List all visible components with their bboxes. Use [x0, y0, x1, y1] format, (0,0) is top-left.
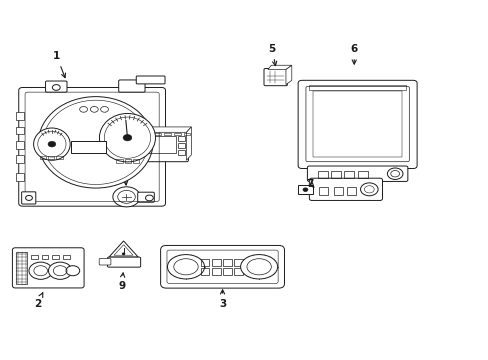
- Bar: [135, 133, 142, 135]
- Bar: [177, 150, 184, 155]
- Bar: [116, 159, 122, 163]
- Bar: [346, 187, 355, 195]
- Ellipse shape: [240, 255, 277, 279]
- FancyBboxPatch shape: [107, 257, 141, 267]
- Circle shape: [48, 262, 72, 279]
- Bar: [223, 268, 231, 275]
- Bar: [177, 143, 184, 148]
- FancyBboxPatch shape: [264, 68, 287, 86]
- Bar: [71, 140, 105, 153]
- FancyBboxPatch shape: [119, 80, 145, 92]
- FancyBboxPatch shape: [138, 192, 154, 202]
- Bar: [144, 133, 151, 135]
- Ellipse shape: [34, 128, 70, 160]
- FancyBboxPatch shape: [127, 131, 188, 162]
- Bar: [319, 187, 327, 195]
- Bar: [234, 268, 243, 275]
- Circle shape: [123, 134, 132, 141]
- Bar: [330, 171, 340, 178]
- Bar: [163, 133, 170, 135]
- FancyBboxPatch shape: [21, 192, 36, 204]
- Bar: [124, 159, 131, 163]
- Bar: [63, 255, 70, 259]
- Bar: [318, 171, 327, 178]
- Circle shape: [386, 168, 402, 180]
- Bar: [211, 268, 220, 275]
- Text: 9: 9: [118, 273, 125, 291]
- FancyBboxPatch shape: [136, 76, 164, 84]
- Polygon shape: [133, 127, 191, 132]
- Bar: [223, 258, 231, 266]
- Text: 8: 8: [120, 159, 127, 185]
- Bar: [344, 171, 353, 178]
- Circle shape: [303, 188, 307, 192]
- Ellipse shape: [39, 96, 153, 188]
- FancyBboxPatch shape: [298, 80, 416, 168]
- Text: 2: 2: [34, 293, 43, 309]
- Polygon shape: [267, 65, 291, 69]
- Bar: [309, 85, 405, 90]
- Bar: [41, 255, 48, 259]
- Bar: [133, 136, 175, 153]
- Text: 3: 3: [219, 290, 226, 309]
- Bar: [16, 127, 24, 134]
- Bar: [173, 133, 180, 135]
- Circle shape: [66, 266, 80, 276]
- FancyBboxPatch shape: [19, 87, 165, 206]
- Bar: [298, 185, 312, 194]
- Bar: [200, 268, 209, 275]
- Bar: [154, 133, 161, 135]
- Bar: [357, 171, 367, 178]
- Text: 4: 4: [122, 118, 134, 133]
- Bar: [16, 155, 24, 163]
- Bar: [16, 252, 27, 284]
- Bar: [200, 258, 209, 266]
- Circle shape: [25, 195, 32, 201]
- Circle shape: [360, 183, 377, 196]
- Bar: [16, 141, 24, 149]
- Circle shape: [122, 253, 124, 255]
- FancyBboxPatch shape: [160, 246, 284, 288]
- Ellipse shape: [99, 113, 155, 162]
- Bar: [16, 112, 24, 120]
- Bar: [16, 173, 24, 181]
- Bar: [312, 91, 402, 157]
- Bar: [31, 255, 38, 259]
- Polygon shape: [186, 127, 191, 160]
- Polygon shape: [285, 65, 291, 85]
- Circle shape: [145, 195, 153, 201]
- Polygon shape: [109, 241, 138, 257]
- Bar: [133, 159, 139, 163]
- Bar: [211, 258, 220, 266]
- Bar: [183, 133, 190, 135]
- FancyBboxPatch shape: [309, 178, 382, 201]
- Ellipse shape: [167, 255, 204, 279]
- Text: 1: 1: [53, 51, 65, 78]
- FancyBboxPatch shape: [99, 258, 111, 265]
- Bar: [234, 258, 243, 266]
- Bar: [56, 156, 62, 159]
- Bar: [48, 156, 54, 159]
- Text: 6: 6: [350, 44, 357, 64]
- Text: 7: 7: [306, 179, 313, 189]
- Bar: [40, 156, 46, 159]
- Bar: [333, 187, 342, 195]
- Circle shape: [29, 262, 52, 279]
- Bar: [177, 135, 184, 140]
- Bar: [52, 255, 59, 259]
- FancyBboxPatch shape: [307, 166, 407, 181]
- Text: 5: 5: [268, 44, 276, 66]
- Circle shape: [48, 141, 56, 147]
- FancyBboxPatch shape: [45, 81, 67, 92]
- Circle shape: [52, 85, 60, 90]
- Circle shape: [113, 187, 140, 207]
- FancyBboxPatch shape: [12, 248, 84, 288]
